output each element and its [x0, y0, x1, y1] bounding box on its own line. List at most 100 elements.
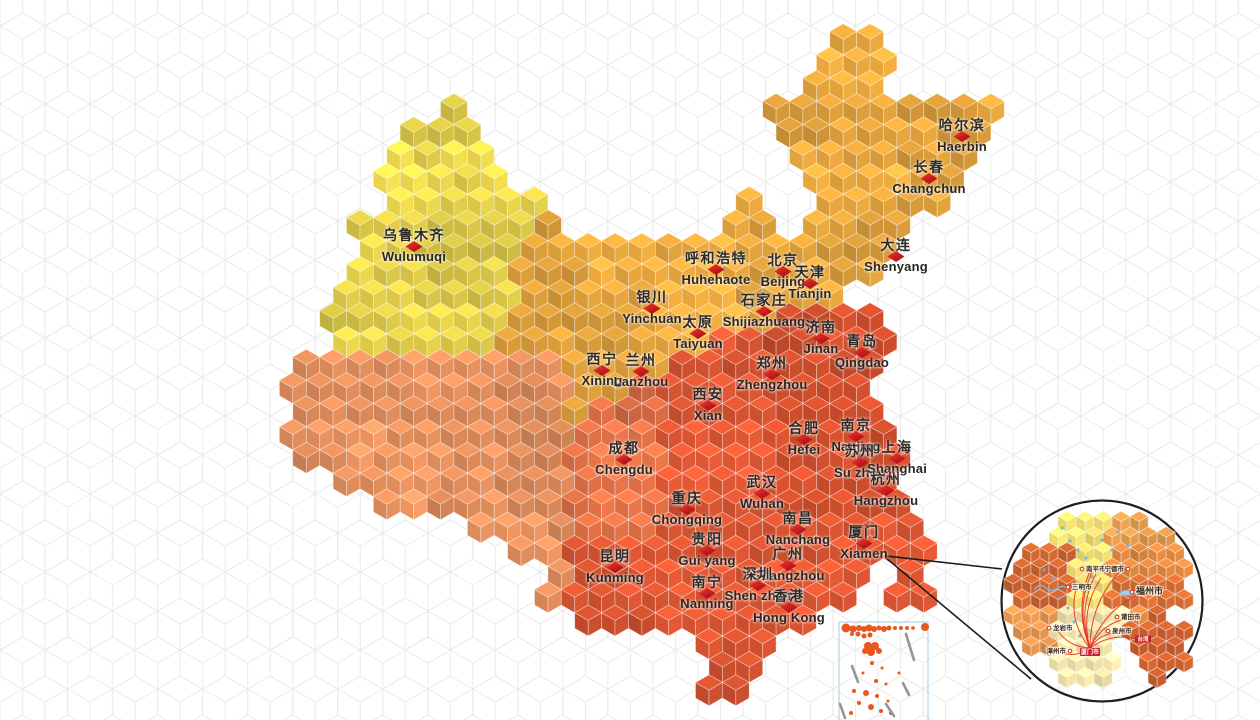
city-dot-marker [1129, 589, 1135, 595]
city-name-en: Changchun [892, 181, 966, 196]
city-label-nanning[interactable]: 南宁 Nanning [680, 575, 733, 611]
red-diamond-marker [780, 602, 798, 613]
city-label-taiyuan[interactable]: 太原 Taiyuan [673, 315, 723, 351]
city-label-lanzhou[interactable]: 兰州 Lanzhou [614, 353, 669, 389]
city-dot-marker [1105, 628, 1111, 634]
city-name-zh: 哈尔滨 [938, 117, 986, 133]
city-name-zh: 乌鲁木齐 [383, 227, 445, 243]
city-label-nanjing[interactable]: 南京 Nanjing [831, 418, 880, 454]
red-diamond-marker [405, 241, 423, 252]
svg-text:厦门市: 厦门市 [1081, 648, 1099, 656]
red-diamond-marker [847, 431, 865, 442]
city-label-gui-yang[interactable]: 贵阳 Gui yang [678, 532, 735, 568]
city-name-en: Chengdu [595, 462, 653, 477]
city-label-xining[interactable]: 西宁 Xining [582, 352, 623, 388]
inset-city-label[interactable]: 龙岩市 [1046, 622, 1074, 633]
magnifier-callout-lines [885, 555, 1032, 680]
city-name-zh: 成都 [608, 440, 640, 456]
city-label-chengdu[interactable]: 成都 Chengdu [595, 441, 653, 477]
city-label-haerbin[interactable]: 哈尔滨 Haerbin [937, 118, 987, 154]
city-label-guangzhou[interactable]: 广州 Guangzhou [751, 547, 824, 583]
city-label-xiamen[interactable]: 厦门 Xiamen [840, 525, 887, 561]
city-label-shanghai[interactable]: 上海 Shanghai [867, 440, 927, 476]
svg-text:南平市: 南平市 [1086, 564, 1106, 573]
city-name-zh: 大连 [880, 237, 912, 253]
city-label-wulumuqi[interactable]: 乌鲁木齐 Wulumuqi [382, 228, 446, 264]
red-diamond-marker [779, 560, 797, 571]
inset-city-label[interactable]: 福州市 [1129, 584, 1164, 597]
city-label-nanchang[interactable]: 南昌 Nanchang [766, 511, 830, 547]
city-name-en: Xining [581, 373, 623, 388]
city-name-zh: 长春 [913, 159, 945, 175]
city-name-zh: 太原 [682, 314, 714, 330]
city-name-zh: 西宁 [586, 351, 618, 367]
red-diamond-marker [749, 580, 767, 591]
city-label-shen-zhen[interactable]: 深圳 Shen zhen [725, 567, 792, 603]
city-label-zhengzhou[interactable]: 郑州 Zhengzhou [736, 356, 807, 392]
city-label-tianjin[interactable]: 天津 Tianjin [788, 265, 831, 301]
city-name-en: Hangzhou [853, 493, 919, 508]
svg-text:台湾: 台湾 [1137, 635, 1149, 643]
city-label-wuhan[interactable]: 武汉 Wuhan [740, 475, 784, 511]
city-label-hangzhou[interactable]: 杭州 Hangzhou [854, 472, 918, 508]
city-label-chongqing[interactable]: 重庆 Chongqing [652, 491, 722, 527]
city-label-shijiazhuang[interactable]: 石家庄 Shijiazhuang [723, 293, 806, 329]
svg-text:福州市: 福州市 [1135, 585, 1163, 596]
city-name-zh: 昆明 [599, 548, 631, 564]
red-diamond-marker [753, 488, 771, 499]
city-dot-marker [1114, 614, 1120, 620]
city-label-huhehaote[interactable]: 呼和浩特 Huhehaote [682, 251, 751, 287]
city-label-beijing[interactable]: 北京 Beijing [761, 253, 806, 289]
inset-city-label[interactable]: 宁德市 [1104, 563, 1131, 574]
city-label-jinan[interactable]: 济南 Jinan [804, 320, 839, 356]
taiwan-chip[interactable]: 台湾 [1135, 635, 1151, 643]
city-label-su-zhou[interactable]: 苏州 Su zhou [834, 444, 886, 480]
city-name-zh: 杭州 [870, 471, 902, 487]
city-name-zh: 南京 [840, 417, 872, 433]
city-label-kunming[interactable]: 昆明 Kunming [586, 549, 644, 585]
city-dot-marker [1067, 648, 1073, 654]
inset-city-label[interactable]: 莆田市 [1114, 611, 1142, 622]
svg-text:泉州市: 泉州市 [1112, 626, 1132, 635]
city-label-changchun[interactable]: 长春 Changchun [892, 160, 965, 196]
city-name-en: Shenyang [864, 259, 928, 274]
red-diamond-marker [887, 251, 905, 262]
red-diamond-marker [877, 485, 895, 496]
city-name-en: Hong Kong [753, 610, 825, 625]
red-diamond-marker [812, 333, 830, 344]
city-name-zh: 重庆 [671, 490, 703, 506]
inset-city-label[interactable]: 南平市 [1079, 563, 1107, 574]
city-label-shenyang[interactable]: 大连 Shenyang [864, 238, 928, 274]
city-name-en: Wulumuqi [381, 249, 447, 264]
red-diamond-marker [615, 454, 633, 465]
city-name-en: Tianjin [788, 286, 832, 301]
city-name-en: Guangzhou [751, 568, 825, 583]
city-label-xian[interactable]: 西安 Xian [693, 387, 724, 423]
city-label-hefei[interactable]: 合肥 Hefei [788, 421, 821, 457]
red-diamond-marker [920, 173, 938, 184]
city-name-zh: 青岛 [846, 333, 878, 349]
city-label-yinchuan[interactable]: 银川 Yinchuan [622, 290, 682, 326]
city-name-en: Nanjing [831, 439, 881, 454]
city-name-en: Xian [693, 408, 723, 423]
svg-text:三明市: 三明市 [1072, 582, 1092, 591]
red-diamond-marker [851, 457, 869, 468]
city-name-zh: 广州 [772, 546, 804, 562]
red-diamond-marker [593, 365, 611, 376]
svg-text:宁德市: 宁德市 [1105, 564, 1125, 573]
city-name-en: Qingdao [834, 355, 890, 370]
red-diamond-marker [853, 347, 871, 358]
inset-city-label[interactable]: 三明市 [1065, 581, 1093, 592]
city-label-qingdao[interactable]: 青岛 Qingdao [835, 334, 889, 370]
inset-city-label[interactable]: 泉州市 [1105, 625, 1133, 636]
city-name-en: Nanning [680, 596, 734, 611]
city-label-hong-kong[interactable]: 香港 Hong Kong [753, 589, 825, 625]
city-name-en: Shen zhen [724, 588, 792, 603]
xiamen-chip[interactable]: 厦门市 [1080, 648, 1100, 656]
inset-city-label[interactable]: 漳州市 [1046, 645, 1073, 656]
city-name-en: Huhehaote [681, 272, 751, 287]
city-name-en: Xiamen [840, 546, 888, 561]
china-map-hex-tiles [278, 23, 1005, 707]
